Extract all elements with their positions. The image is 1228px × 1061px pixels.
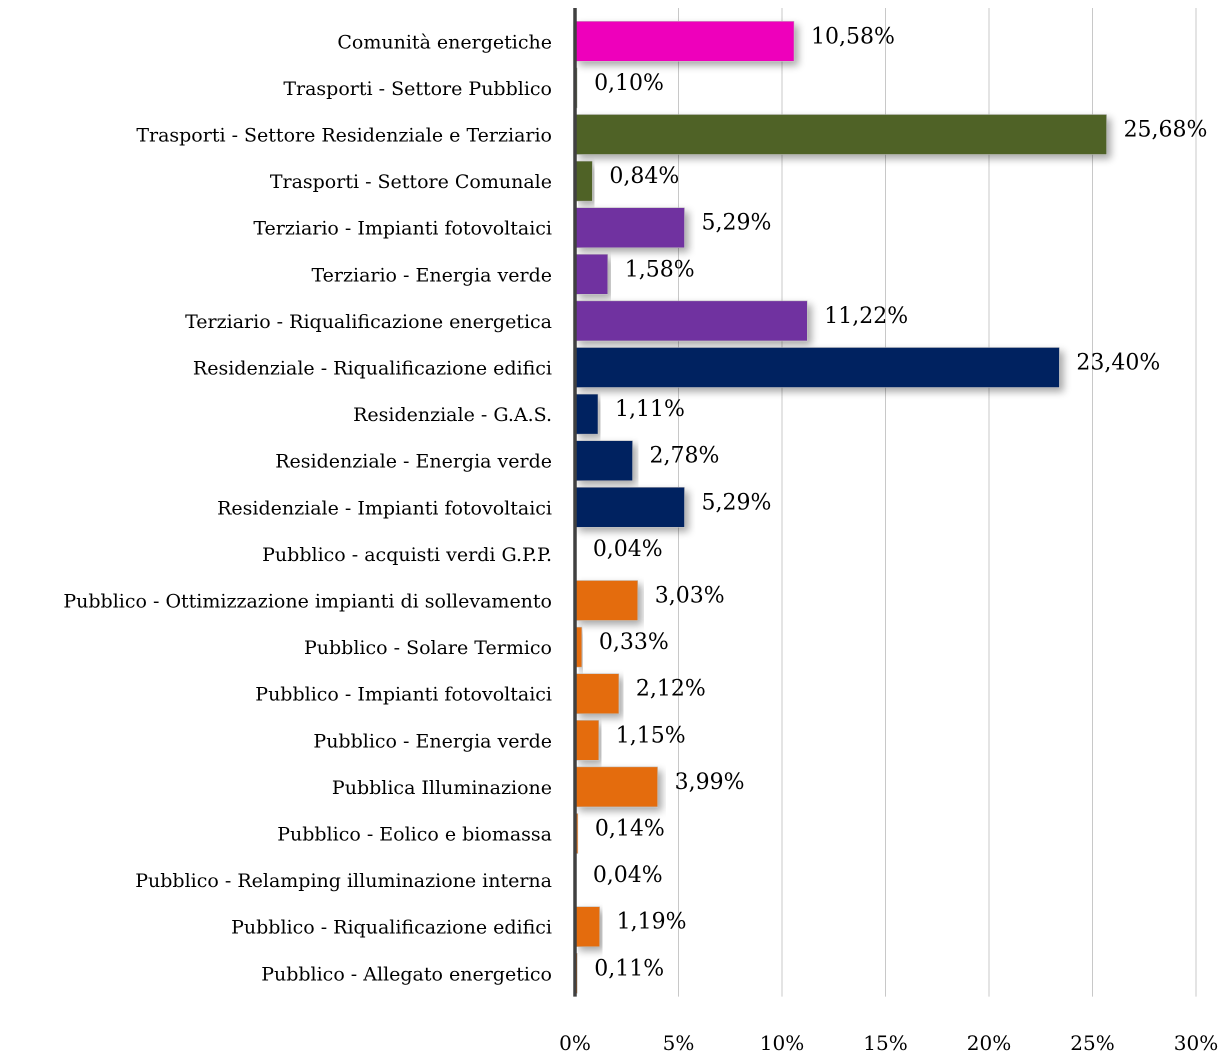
value-label: 2,78% [650,444,720,469]
category-label: Terziario - Impianti fotovoltaici [253,218,552,240]
category-label: Pubblico - Riqualificazione edifici [231,917,552,939]
value-label: 0,11% [594,956,664,981]
bar [574,207,685,248]
bar [574,21,795,62]
category-label: Pubblico - acquisti verdi G.P.P. [262,544,552,566]
bar [574,487,685,528]
category-label: Terziario - Riqualificazione energetica [185,311,552,333]
value-label: 0,14% [595,817,665,842]
value-label: 0,04% [593,537,663,562]
bar [574,300,808,342]
value-label: 1,58% [625,257,695,282]
bar [574,393,599,435]
x-tick-label: 5% [663,1031,695,1055]
bar [574,114,1107,155]
value-label: 1,19% [617,910,687,935]
value-label: 0,04% [593,863,663,888]
bar [574,766,658,808]
bar [574,160,593,202]
category-label: Trasporti - Settore Residenziale e Terzi… [136,125,552,147]
category-label: Pubblico - Ottimizzazione impianti di so… [63,591,552,613]
category-label: Trasporti - Settore Pubblico [283,78,552,100]
bar [574,673,620,714]
value-label: 10,58% [811,24,895,49]
value-label: 3,03% [655,584,725,609]
bar [574,720,600,761]
bar [574,906,600,947]
category-label: Pubblico - Impianti fotovoltaici [255,684,552,706]
category-label: Pubblica Illuminazione [332,777,552,799]
category-label: Terziario - Energia verde [311,264,552,286]
value-label: 2,12% [636,677,706,702]
value-label: 5,29% [702,211,772,236]
bars [574,21,1107,994]
category-label: Pubblico - Relamping illuminazione inter… [135,870,552,892]
category-label: Residenziale - G.A.S. [353,404,552,426]
category-label: Pubblico - Allegato energetico [261,963,552,985]
x-tick-label: 15% [863,1031,907,1055]
value-label: 5,29% [702,490,772,515]
value-label: 0,33% [599,630,669,655]
x-tick-label: 0% [559,1031,591,1055]
category-label: Residenziale - Impianti fotovoltaici [217,497,552,519]
bar [574,580,638,621]
x-tick-label: 30% [1174,1031,1218,1055]
x-tick-label: 25% [1070,1031,1114,1055]
value-label: 3,99% [675,770,745,795]
gridlines [678,8,1197,997]
category-label: Comunità energetiche [337,31,552,53]
category-label: Pubblico - Energia verde [313,730,552,752]
x-tick-label: 10% [760,1031,804,1055]
category-label: Residenziale - Riqualificazione edifici [193,358,552,380]
bar [574,440,633,481]
category-label: Trasporti - Settore Comunale [270,171,552,193]
value-label: 1,15% [616,723,686,748]
value-label: 25,68% [1124,118,1208,143]
bar [574,254,608,295]
value-label: 1,11% [615,397,685,422]
category-label: Pubblico - Solare Termico [304,637,552,659]
value-label: 0,10% [594,71,664,96]
labels: 0% 5% 10% 15% 20% 25% 30% Comunità energetiche 1… [63,24,1218,1055]
bar [574,347,1060,388]
value-label: 23,40% [1076,351,1160,376]
x-tick-label: 20% [967,1031,1011,1055]
category-label: Residenziale - Energia verde [275,451,552,473]
value-label: 11,22% [824,304,908,329]
value-label: 0,84% [609,164,679,189]
category-label: Pubblico - Eolico e biomassa [277,824,552,846]
